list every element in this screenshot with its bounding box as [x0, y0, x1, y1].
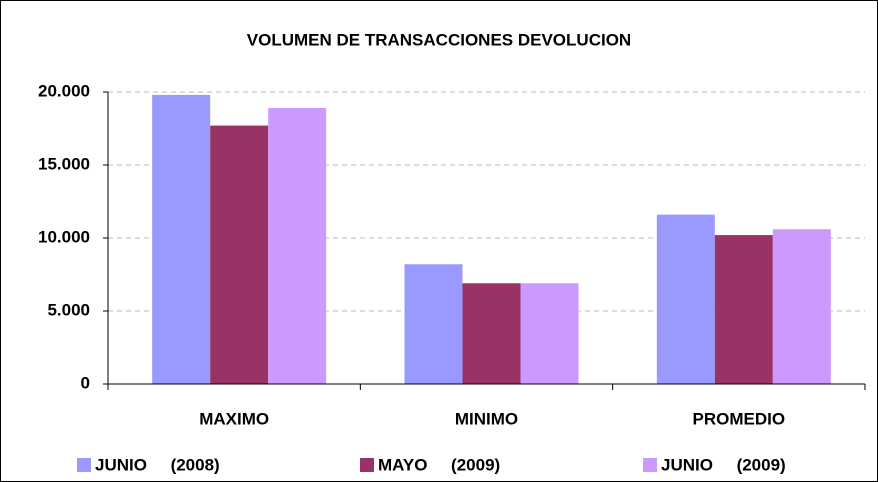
bar: [404, 264, 463, 384]
bar: [520, 283, 579, 384]
legend-label: JUNIO (2008): [95, 455, 220, 474]
legend-label: JUNIO (2009): [661, 455, 786, 474]
legend-swatch: [77, 458, 91, 472]
y-tick-label: 5.000: [47, 300, 90, 319]
y-tick-label: 10.000: [38, 227, 90, 246]
legend-swatch: [360, 458, 374, 472]
bar: [714, 235, 773, 384]
bar: [772, 229, 831, 384]
y-tick-label: 0: [81, 373, 90, 392]
bar: [152, 94, 211, 385]
y-tick-label: 20.000: [38, 81, 90, 100]
bar: [462, 283, 521, 384]
bar: [656, 214, 715, 384]
x-tick-label: MAXIMO: [199, 409, 269, 428]
legend-swatch: [643, 458, 657, 472]
x-tick-label: MINIMO: [455, 409, 518, 428]
x-tick-label: PROMEDIO: [693, 409, 786, 428]
bar: [210, 125, 269, 384]
y-tick-label: 15.000: [38, 154, 90, 173]
legend-label: MAYO (2009): [378, 455, 500, 474]
bar: [268, 108, 327, 384]
chart-title: VOLUMEN DE TRANSACCIONES DEVOLUCION: [247, 30, 631, 49]
